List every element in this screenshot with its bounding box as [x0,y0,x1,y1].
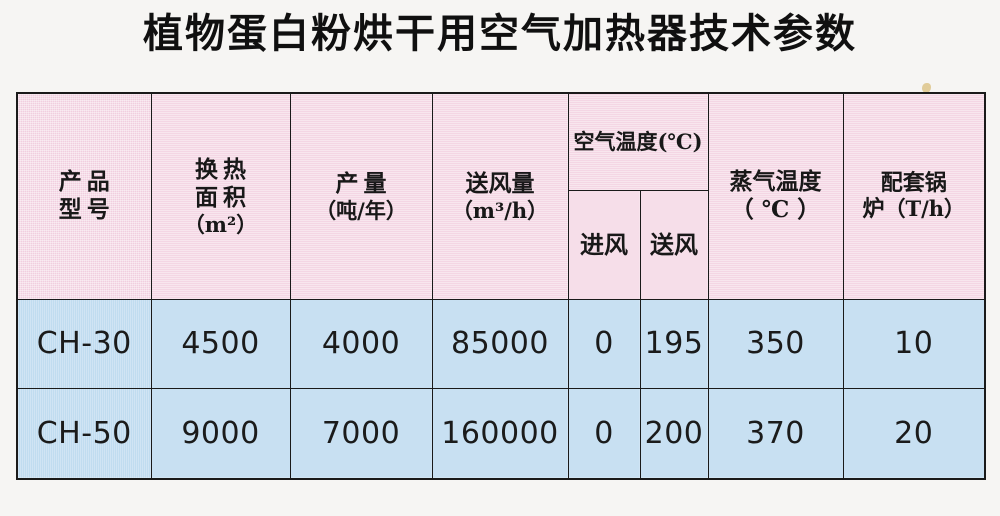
header-steam-temperature-line1: 蒸气温度 [729,168,822,196]
header-air-temp-outlet-label: 送风 [650,230,698,260]
header-boiler-line2: 炉 [862,196,885,223]
header-steam-temperature-unit: （ ℃ ） [730,196,821,224]
cell-output: 7000 [289,387,433,480]
cell-boiler: 20 [842,387,986,480]
cell-steam-temperature: 350 [707,298,844,389]
cell-output: 4000 [289,298,433,389]
cell-boiler: 10 [842,298,986,389]
cell-air-volume: 85000 [431,298,569,389]
header-cell-output: 产量 （吨/年） [289,92,433,300]
paper-speck-artifact [922,83,931,93]
header-air-temperature-label: 空气温度(℃) [573,129,703,155]
header-cell-air-temp-inlet: 进风 [567,189,641,300]
header-output-unit: （吨/年） [315,197,407,223]
cell-model: CH-50 [16,387,152,480]
cell-model: CH-30 [16,298,152,389]
header-heat-area-unit: （m²） [183,211,258,237]
table-row: CH-50 9000 7000 160000 0 200 370 20 [16,387,986,480]
header-cell-air-volume: 送风量 （m³/h） [431,92,569,300]
header-heat-area-line1: 换热 [195,155,251,183]
cell-steam-temperature: 370 [707,387,844,480]
header-output-line1: 产量 [335,169,392,197]
cell-air-temp-outlet: 200 [639,387,709,480]
header-cell-boiler: 配套锅 炉（T/h） [842,92,986,300]
page-title: 植物蛋白粉烘干用空气加热器技术参数 [143,11,857,57]
header-boiler-line1: 配套锅 [880,169,947,196]
header-cell-air-temp-outlet: 送风 [639,189,709,300]
header-boiler-line2-wrap: 炉（T/h） [844,196,985,223]
header-cell-model: 产品 型号 [16,92,152,300]
cell-air-temp-inlet: 0 [567,387,641,480]
table-header-row-primary: 产品 型号 换热 面积 （m²） 产量 （吨/年） 送风量 （m³/h） 空气温… [16,92,986,300]
table-header-row-secondary: 进风 送风 [17,189,985,300]
header-air-temp-inlet-label: 进风 [580,230,628,260]
cell-heat-area: 4500 [150,298,291,389]
header-air-volume-unit: （m³/h） [451,197,549,223]
header-boiler-unit: （T/h） [884,196,966,222]
header-heat-area-line2: 面积 [195,183,251,211]
cell-air-temp-outlet: 195 [639,298,709,389]
header-cell-air-temperature-group: 空气温度(℃) [567,92,709,191]
cell-air-volume: 160000 [431,387,569,480]
cell-air-temp-inlet: 0 [567,298,641,389]
header-model-line1: 产品 [58,168,115,196]
specification-table: 产品 型号 换热 面积 （m²） 产量 （吨/年） 送风量 （m³/h） 空气温… [16,92,987,480]
specification-table-container: 产品 型号 换热 面积 （m²） 产量 （吨/年） 送风量 （m³/h） 空气温… [16,92,987,480]
header-model-line2: 型号 [58,196,115,224]
header-cell-steam-temperature: 蒸气温度 （ ℃ ） [707,92,844,300]
header-cell-heat-area: 换热 面积 （m²） [150,92,291,300]
table-row: CH-30 4500 4000 85000 0 195 350 10 [16,298,986,389]
cell-heat-area: 9000 [150,387,291,480]
header-air-volume-line1: 送风量 [465,169,535,197]
